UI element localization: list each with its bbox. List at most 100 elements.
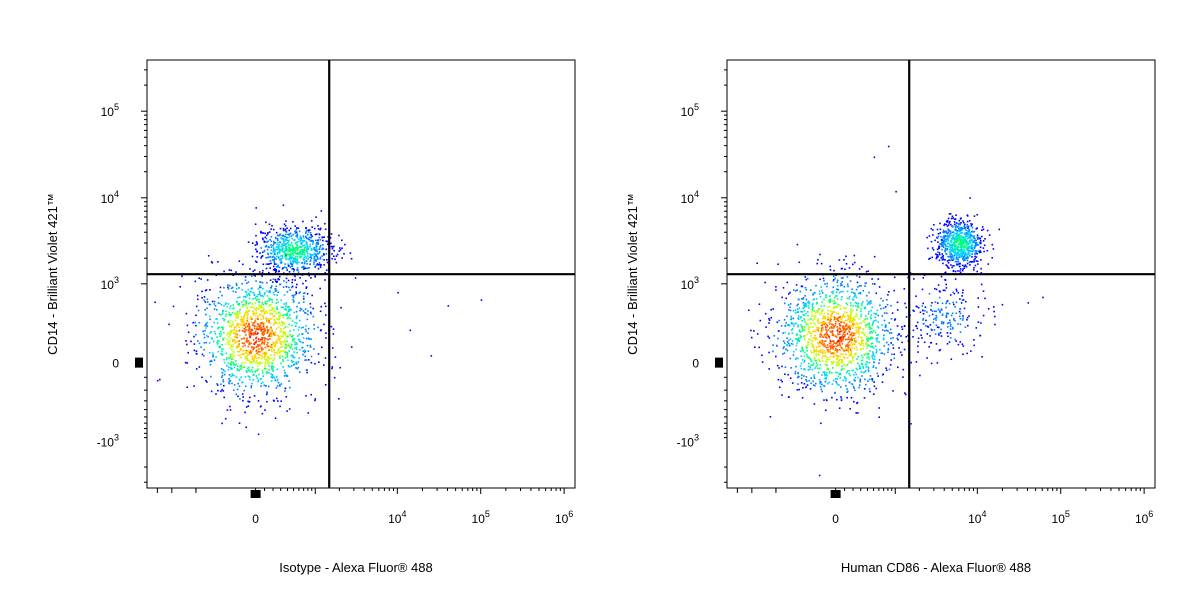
- event-dot: [278, 348, 280, 351]
- event-dot: [944, 231, 946, 233]
- event-dot: [959, 308, 962, 310]
- event-dot: [938, 259, 941, 262]
- event-dot: [253, 327, 256, 330]
- event-dot: [947, 229, 950, 231]
- event-dot: [843, 285, 845, 288]
- event-dot: [960, 222, 962, 224]
- event-dot: [285, 285, 288, 288]
- event-dot: [261, 332, 263, 334]
- y-tick-label: 104: [681, 189, 699, 206]
- event-dot: [809, 368, 811, 371]
- event-dot: [252, 348, 254, 351]
- event-dot: [826, 334, 828, 336]
- event-dot: [928, 314, 931, 317]
- event-dot: [294, 343, 296, 346]
- event-dot: [956, 254, 959, 256]
- event-dot: [271, 368, 273, 370]
- event-dot: [963, 252, 965, 255]
- event-dot: [322, 258, 325, 261]
- event-dot: [798, 329, 801, 331]
- event-dot: [852, 299, 855, 301]
- event-dot: [871, 337, 874, 339]
- event-dot: [264, 241, 267, 243]
- event-dot: [242, 322, 245, 325]
- event-dot: [808, 301, 811, 304]
- event-dot: [803, 375, 805, 377]
- event-dot: [293, 300, 295, 303]
- event-dot: [824, 324, 827, 327]
- event-dot: [875, 350, 878, 353]
- population-2: [926, 197, 1000, 286]
- event-dot: [302, 245, 304, 247]
- event-dot: [892, 337, 894, 339]
- event-dot: [817, 259, 819, 261]
- event-dot: [154, 301, 156, 304]
- event-dot: [263, 293, 266, 296]
- event-dot: [825, 368, 828, 371]
- event-dot: [901, 341, 903, 344]
- event-dot: [829, 322, 831, 325]
- event-dot: [850, 308, 852, 311]
- event-dot: [959, 312, 962, 315]
- event-dot: [821, 301, 823, 303]
- event-dot: [954, 251, 956, 254]
- event-dot: [291, 324, 293, 327]
- population-dots: [154, 204, 483, 436]
- event-dot: [257, 332, 259, 334]
- event-dot: [926, 333, 929, 335]
- event-dot: [958, 222, 961, 225]
- event-dot: [848, 355, 851, 357]
- event-dot: [282, 227, 285, 230]
- sparse-event: [895, 190, 897, 193]
- event-dot: [939, 311, 941, 314]
- event-dot: [922, 309, 924, 312]
- event-dot: [308, 274, 310, 277]
- event-dot: [948, 230, 951, 232]
- event-dot: [284, 230, 287, 232]
- event-dot: [317, 264, 320, 266]
- event-dot: [294, 279, 296, 281]
- event-dot: [305, 260, 308, 262]
- event-dot: [272, 255, 275, 258]
- event-dot: [307, 257, 310, 260]
- event-dot: [836, 288, 838, 291]
- event-dot: [945, 241, 947, 243]
- event-dot: [950, 240, 953, 242]
- event-dot: [869, 332, 871, 334]
- event-dot: [249, 333, 251, 336]
- event-dot: [323, 364, 325, 366]
- event-dot: [283, 313, 286, 316]
- event-dot: [810, 377, 813, 379]
- event-dot: [831, 334, 834, 337]
- event-dot: [302, 266, 305, 269]
- event-dot: [791, 340, 794, 342]
- event-dot: [848, 347, 851, 349]
- event-dot: [319, 239, 322, 241]
- event-dot: [255, 280, 257, 282]
- event-dot: [238, 310, 241, 313]
- event-dot: [936, 256, 938, 259]
- event-dot: [921, 305, 924, 307]
- event-dot: [270, 246, 273, 248]
- event-dot: [849, 408, 851, 410]
- event-dot: [959, 272, 962, 274]
- event-dot: [282, 240, 285, 242]
- event-dot: [265, 234, 268, 237]
- event-dot: [281, 244, 284, 247]
- event-dot: [951, 250, 954, 252]
- event-dot: [958, 315, 961, 318]
- event-dot: [907, 335, 909, 337]
- event-dot: [299, 277, 301, 279]
- event-dot: [856, 322, 858, 325]
- event-dot: [936, 254, 938, 256]
- event-dot: [829, 320, 832, 322]
- event-dot: [241, 381, 243, 384]
- event-dot: [954, 250, 957, 252]
- event-dot: [867, 380, 869, 382]
- x-tick-label: 104: [388, 509, 406, 526]
- event-dot: [822, 344, 824, 346]
- event-dot: [244, 376, 247, 378]
- event-dot: [276, 239, 279, 241]
- event-dot: [204, 330, 206, 332]
- event-dot: [835, 306, 838, 309]
